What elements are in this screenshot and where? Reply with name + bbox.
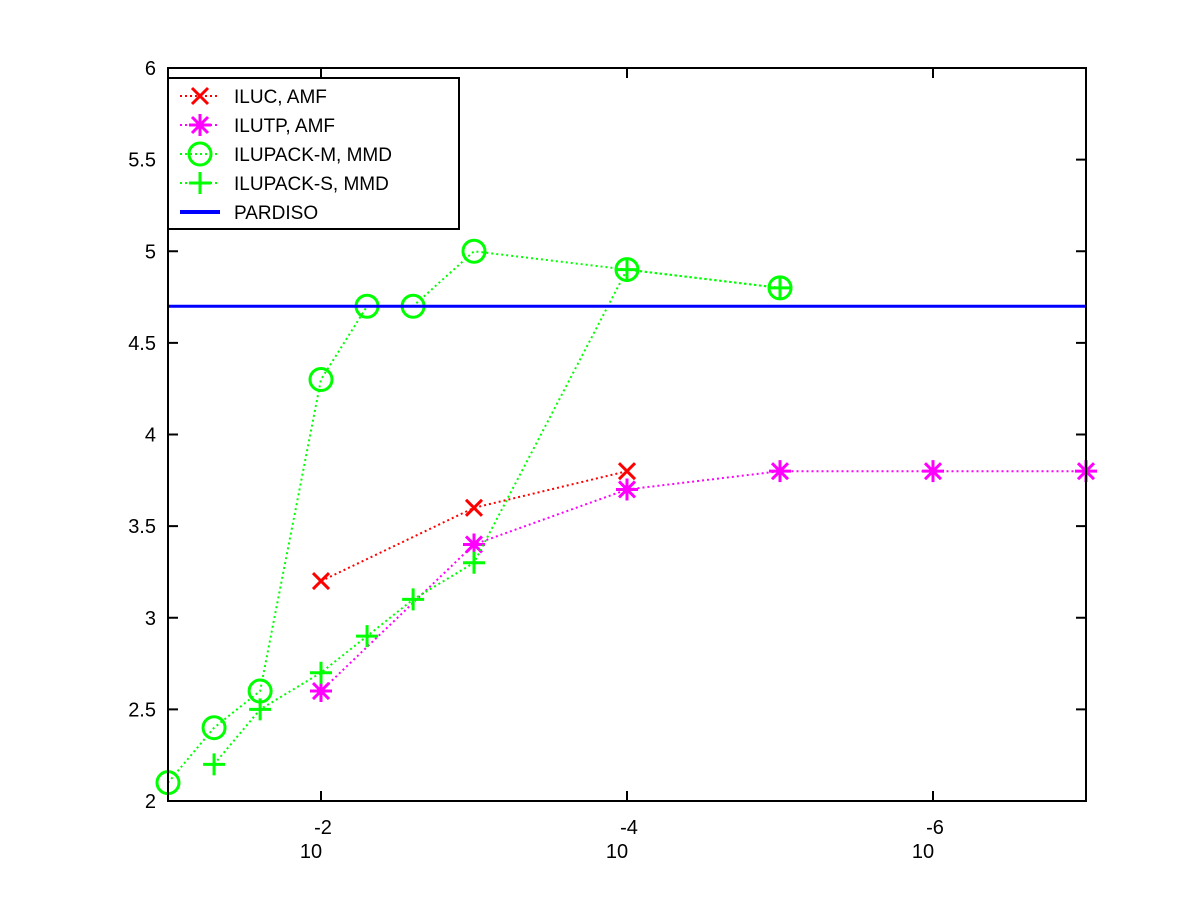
plot-frame — [167, 67, 1087, 802]
data-point — [461, 238, 487, 264]
x-tick-exponent: -2 — [314, 817, 332, 839]
legend-label: ILUPACK-S, MMD — [234, 174, 389, 195]
data-point — [617, 462, 637, 481]
legend-label: ILUPACK-M, MMD — [234, 145, 392, 166]
data-point — [203, 753, 226, 776]
y-tick-label: 2.5 — [128, 699, 156, 721]
legend: ILUC, AMF ILUTP, AMF ILUPACK-M, MMD ILUPACK… — [167, 77, 460, 230]
y-tick-label: 3 — [145, 608, 156, 630]
y-tick-label: 5 — [145, 241, 156, 263]
x-tick-exponent: -4 — [620, 817, 638, 839]
series-0 — [311, 462, 637, 591]
legend-label: ILUTP, AMF — [234, 116, 335, 137]
data-point — [310, 680, 332, 703]
data-point — [402, 588, 425, 611]
legend-marker — [190, 86, 210, 106]
data-point — [769, 276, 791, 299]
series-line — [320, 470, 628, 583]
series-3 — [203, 258, 791, 776]
data-point — [463, 533, 485, 556]
legend-label: PARDISO — [234, 203, 318, 224]
x-tick-base: 10 — [912, 841, 934, 863]
series-line — [320, 470, 1086, 692]
x-tick-base: 10 — [606, 841, 628, 863]
y-tick-label: 6 — [145, 58, 156, 80]
legend-entry: ILUTP, AMF — [180, 114, 335, 137]
legend-label: ILUC, AMF — [234, 87, 327, 108]
y-tick-label: 4.5 — [128, 333, 156, 355]
data-point — [464, 498, 484, 517]
data-point — [616, 478, 638, 501]
legend-marker — [189, 114, 211, 136]
data-point — [201, 715, 227, 741]
data-point — [463, 551, 485, 574]
data-point — [769, 460, 791, 483]
data-point — [356, 625, 379, 648]
x-tick-exponent: -6 — [926, 817, 944, 839]
data-point — [616, 258, 638, 281]
data-point — [310, 661, 332, 684]
legend-entry: ILUPACK-S, MMD — [180, 172, 389, 195]
data-point — [249, 698, 272, 721]
y-tick-label: 5.5 — [128, 150, 156, 172]
y-tick-label: 4 — [145, 425, 156, 447]
legend-marker — [189, 172, 211, 194]
series-line — [167, 250, 781, 784]
series-line — [213, 268, 781, 765]
data-point — [311, 572, 331, 591]
data-point — [308, 367, 334, 393]
y-tick-label: 3.5 — [128, 516, 156, 538]
y-tick-label: 2 — [145, 791, 156, 813]
x-tick-base: 10 — [300, 841, 322, 863]
legend-entry: ILUPACK-M, MMD — [180, 141, 392, 167]
legend-entry: ILUC, AMF — [180, 86, 327, 108]
legend-entry: PARDISO — [180, 203, 318, 224]
legend-marker — [187, 141, 213, 167]
data-point — [922, 460, 944, 483]
series-layer — [155, 238, 1097, 796]
ticks-layer: 22.533.544.555.56-210-410-610 — [128, 58, 1086, 863]
